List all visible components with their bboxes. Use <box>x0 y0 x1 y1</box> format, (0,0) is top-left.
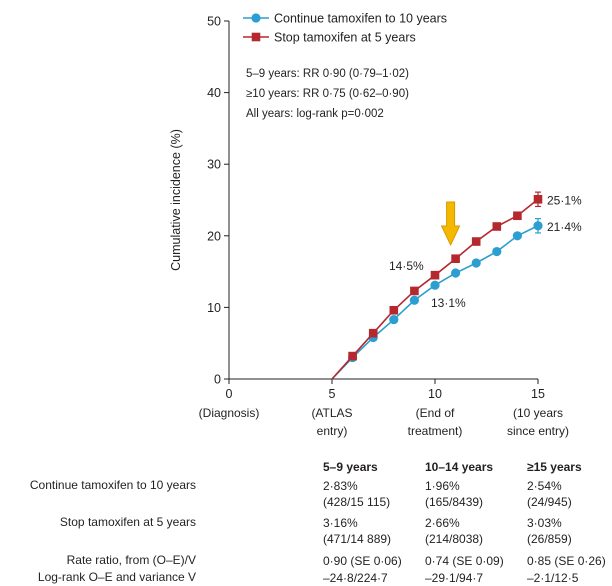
table-cell-line: 1·96% <box>425 479 460 493</box>
table-cell-line: 0·74 (SE 0·09) <box>425 554 504 568</box>
data-point <box>389 305 399 315</box>
legend: Continue tamoxifen to 10 years Stop tamox… <box>243 12 447 45</box>
x-tick-label: 0 <box>226 387 233 401</box>
x-tick-sublabel: since entry) <box>507 424 569 438</box>
table-cell-line: –24·8/224·7 <box>323 571 388 585</box>
y-axis-label: Cumulative incidence (%) <box>169 129 183 271</box>
x-tick-sublabel: (10 years <box>513 406 563 420</box>
table-cell-line: (428/15 115) <box>323 495 391 509</box>
data-point <box>389 314 399 325</box>
data-point <box>512 231 523 241</box>
x-tick-sublabel: (Diagnosis) <box>199 406 260 420</box>
table-cell: 3·16% (471/14 889) <box>323 515 391 547</box>
table-row-label: Log-rank O–E and variance V <box>37 570 196 584</box>
table-cell-line: (165/8439) <box>425 495 484 509</box>
x-tick-sublabel: entry) <box>317 424 348 438</box>
table-cell-line: –29·1/94·7 <box>425 571 484 585</box>
axes: 0 10 20 30 40 50 0 (Diagnosis) 5 (ATLAS entry) 10 (E… <box>199 15 569 439</box>
table-cell: 2·54% (24/945) <box>527 478 572 510</box>
table-cell: 0·90 (SE 0·06) <box>323 553 402 569</box>
data-point <box>430 270 440 280</box>
table-cell: 0·74 (SE 0·09) <box>425 553 504 569</box>
table-cell-line: 0·85 (SE 0·26) <box>527 554 606 568</box>
table-cell-line: 3·16% <box>323 516 358 530</box>
data-point <box>451 254 460 264</box>
table-cell: 2·83% (428/15 115) <box>323 478 390 510</box>
data-point <box>471 237 481 246</box>
data-label: 21·4% <box>547 220 582 234</box>
data-point <box>409 295 419 305</box>
data-point <box>410 286 419 296</box>
stat-line: ≥10 years: RR 0·75 (0·62–0·90) <box>246 88 409 100</box>
incidence-chart: Cumulative incidence (%) 0 10 20 30 40 50 0 (Di… <box>169 12 582 439</box>
data-point <box>533 194 543 204</box>
data-point <box>492 246 502 257</box>
table-cell-line: 2·54% <box>527 479 562 493</box>
y-tick-label: 50 <box>207 15 221 29</box>
data-point <box>533 221 543 231</box>
y-tick-label: 0 <box>214 373 221 387</box>
table-row-label: Continue tamoxifen to 10 years <box>29 478 196 492</box>
table-cell-line: 2·83% <box>323 479 358 493</box>
y-tick-label: 20 <box>207 229 221 243</box>
table-cell: –2·1/12·5 <box>527 570 578 586</box>
y-tick-label: 10 <box>207 301 221 315</box>
x-tick-label: 10 <box>428 387 442 401</box>
table-cell-line: (471/14 889) <box>323 532 392 546</box>
table-header: ≥15 years <box>527 460 582 474</box>
data-point <box>451 268 461 278</box>
y-tick-label: 30 <box>207 158 221 172</box>
stat-line: All years: log-rank p=0·002 <box>246 108 384 120</box>
treatment-end-arrow <box>440 201 461 247</box>
y-tick-label: 40 <box>207 86 221 100</box>
table-cell-line: 2·66% <box>425 516 460 530</box>
legend-label: Continue tamoxifen to 10 years <box>274 12 447 26</box>
table-cell: –29·1/94·7 <box>425 570 483 586</box>
table-cell-line: (214/8038) <box>425 532 484 546</box>
data-point <box>513 211 522 221</box>
data-point <box>348 351 357 361</box>
table-header: 10–14 years <box>425 460 494 474</box>
table-row-label: Rate ratio, from (O–E)/V <box>66 553 196 567</box>
table-header: 5–9 years <box>323 460 378 474</box>
data-label: 14·5% <box>389 259 424 273</box>
data-point <box>430 280 440 290</box>
legend-marker <box>251 13 261 23</box>
series-layer <box>331 191 543 380</box>
table-cell-line: 0·90 (SE 0·06) <box>323 554 402 568</box>
data-label: 13·1% <box>431 296 466 310</box>
x-tick-sublabel: (ATLAS <box>311 406 352 420</box>
table-cell: 0·85 (SE 0·26) <box>527 553 606 569</box>
legend-marker <box>251 32 261 42</box>
x-tick-label: 15 <box>531 387 545 401</box>
table-cell-line: –2·1/12·5 <box>527 571 579 585</box>
annotation-layer: 14·5% 13·1% 25·1% 21·4% <box>389 193 582 310</box>
legend-label: Stop tamoxifen at 5 years <box>274 31 416 45</box>
data-label: 25·1% <box>547 193 582 207</box>
data-point <box>492 222 502 231</box>
x-tick-sublabel: (End of <box>416 406 455 420</box>
table-cell-line: (26/859) <box>527 532 572 546</box>
x-tick-label: 5 <box>329 387 336 401</box>
table-cell-line: (24/945) <box>527 495 572 509</box>
table-cell: 3·03% (26/859) <box>527 515 572 547</box>
stat-line: 5–9 years: RR 0·90 (0·79–1·02) <box>246 68 409 80</box>
data-point <box>471 258 481 268</box>
stats-block: 5–9 years: RR 0·90 (0·79–1·02) ≥10 years:… <box>246 68 409 120</box>
table-cell-line: 3·03% <box>527 516 562 530</box>
arrow-shape <box>440 201 461 247</box>
table-cell: 2·66% (214/8038) <box>425 515 483 547</box>
table-cell: 1·96% (165/8439) <box>425 478 483 510</box>
table-cell: –24·8/224·7 <box>323 570 388 586</box>
table-row-label: Stop tamoxifen at 5 years <box>59 515 196 529</box>
data-point <box>368 328 378 338</box>
x-tick-sublabel: treatment) <box>408 424 463 438</box>
